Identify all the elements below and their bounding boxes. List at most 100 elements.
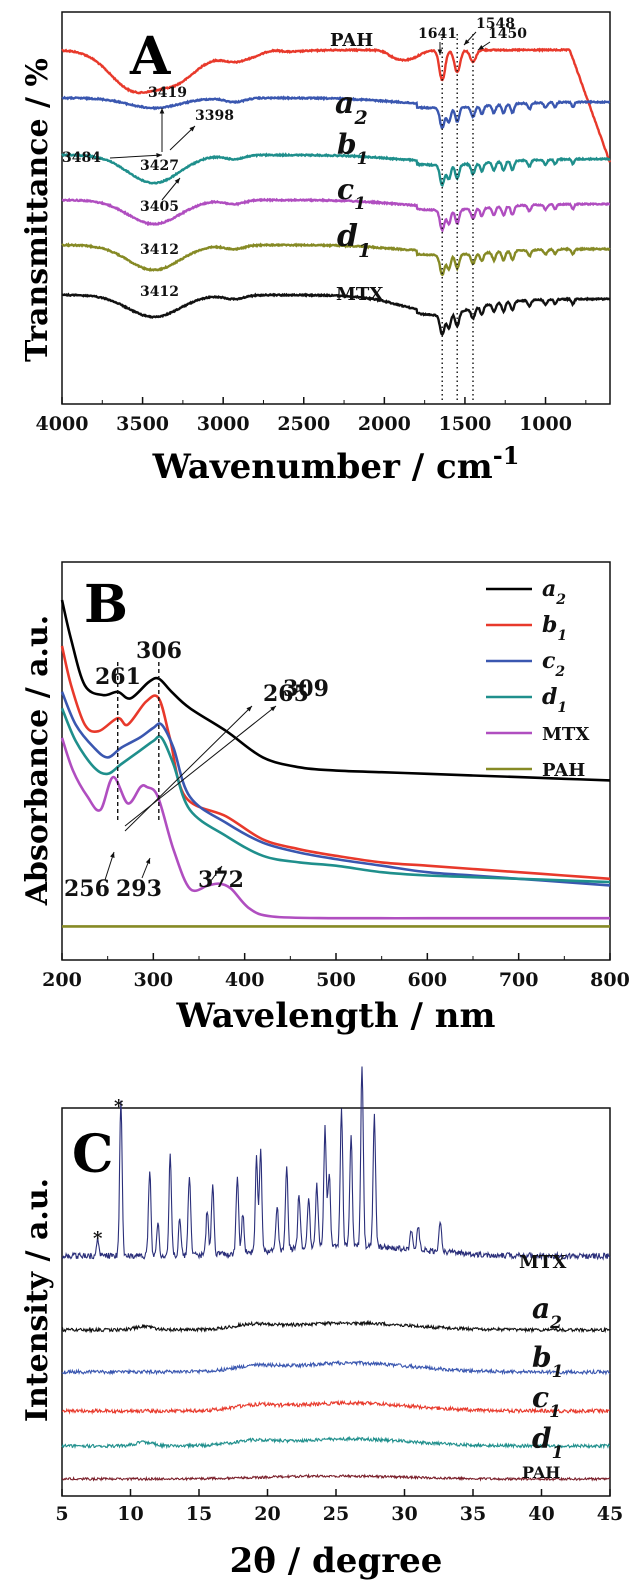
series-line-pah — [61, 1473, 611, 1482]
peak-annotation: 372 — [198, 867, 244, 893]
peak-annotation: 3419 — [148, 85, 187, 101]
series-line-d1 — [61, 1435, 610, 1450]
x-tick-label: 35 — [460, 1503, 486, 1525]
x-tick-label: 10 — [117, 1503, 143, 1525]
x-tick-label: 1000 — [519, 413, 572, 435]
x-tick-label: 2000 — [358, 413, 411, 435]
panel-b-legend: a2 b1 c2 d1 MTX PAH — [486, 576, 589, 781]
peak-annotation: 265 — [263, 681, 309, 707]
peak-annotation: 261 — [95, 664, 141, 690]
panel-a-letter: A — [129, 26, 171, 87]
series-line-c2 — [60, 691, 611, 887]
series-label-c1: c1 — [532, 1381, 561, 1422]
arrow-1450 — [477, 41, 491, 51]
series-line-b1 — [61, 152, 611, 188]
series-label-b1: b1 — [337, 128, 368, 169]
series-line-a2 — [61, 1319, 611, 1334]
panel-b-plot — [60, 599, 611, 928]
series-label-pah: PAH — [522, 1463, 560, 1482]
peak-annotation: 3484 — [62, 150, 101, 166]
series-label-pah: PAH — [330, 30, 373, 51]
peak-asterisk: * — [93, 1228, 103, 1249]
x-tick-label: 3500 — [116, 413, 169, 435]
series-label-b1: b1 — [532, 1341, 563, 1382]
panel-b-x-ticks: 200 300 400 500 600 700 800 — [42, 953, 630, 991]
x-tick-label: 800 — [590, 969, 630, 991]
peak-asterisk: * — [114, 1096, 124, 1117]
panel-b-x-axis-label: Wavelength / nm — [176, 996, 496, 1036]
arrow-1548 — [463, 31, 477, 46]
arrow-3419 — [159, 108, 165, 152]
series-line-b1 — [61, 1359, 611, 1376]
arrow-265 — [124, 705, 253, 832]
legend-label-mtx: MTX — [542, 724, 589, 745]
legend-label-d1: d1 — [542, 684, 567, 716]
panel-c-y-axis-label: Intensity / a.u. — [20, 1178, 55, 1422]
legend-label-a2: a2 — [542, 576, 566, 608]
panel-c-plot — [61, 1066, 611, 1482]
peak-annotation: 309 — [283, 676, 329, 702]
panel-c-frame — [61, 1107, 611, 1497]
series-line-d1 — [60, 707, 611, 884]
x-tick-label: 15 — [186, 1503, 212, 1525]
peak-annotation: 306 — [136, 638, 182, 664]
legend-label-pah: PAH — [542, 760, 585, 781]
series-line-c1 — [61, 197, 611, 234]
x-tick-label: 600 — [407, 969, 447, 991]
series-line-mtx — [62, 292, 611, 336]
series-line-pah — [61, 47, 612, 163]
series-line-a2 — [60, 599, 611, 782]
series-label-d1: d1 — [337, 219, 371, 262]
arrow-3484 — [109, 152, 163, 159]
x-tick-label: 3000 — [197, 413, 250, 435]
peak-annotation: 3412 — [140, 242, 179, 258]
series-line-a2 — [61, 95, 611, 129]
arrow-256 — [104, 851, 115, 881]
panel-b-letter: B — [84, 574, 128, 635]
x-tick-label: 700 — [499, 969, 539, 991]
x-tick-label: 30 — [391, 1503, 417, 1525]
panel-a-plot — [61, 47, 612, 336]
peak-annotation: 3412 — [140, 284, 179, 300]
arrow-3398 — [169, 125, 196, 151]
x-tick-label: 300 — [133, 969, 173, 991]
peak-annotation: 3405 — [140, 199, 179, 215]
arrow-293 — [141, 857, 151, 879]
x-tick-label: 4000 — [36, 413, 89, 435]
panel-c-letter: C — [72, 1124, 113, 1185]
x-tick-label: 400 — [225, 969, 265, 991]
panel-c-x-axis-label: 2θ / degree — [230, 1541, 443, 1581]
series-line-d1 — [61, 242, 611, 277]
series-label-mtx: MTX — [336, 284, 383, 305]
x-tick-label: 20 — [254, 1503, 280, 1525]
arrow-372 — [209, 865, 223, 883]
series-label-d1: d1 — [532, 1422, 563, 1463]
x-tick-label: 5 — [55, 1503, 68, 1525]
series-label-c1: c1 — [337, 173, 366, 214]
panel-a-frame — [61, 11, 611, 405]
panel-a-y-axis-label: Transmittance / % — [20, 58, 55, 362]
peak-annotation: 293 — [116, 876, 162, 902]
x-tick-label: 25 — [323, 1503, 349, 1525]
x-tick-label: 1500 — [438, 413, 491, 435]
series-label-a2: a2 — [532, 1292, 562, 1333]
series-line-c1 — [61, 1399, 610, 1415]
series-label-mtx: MTX — [519, 1252, 566, 1273]
panel-a-x-axis-label: Wavenumber / cm-1 — [152, 441, 520, 488]
series-line-mtx — [61, 1066, 611, 1261]
peak-annotation: 1450 — [488, 26, 527, 42]
arrow-1641 — [437, 42, 443, 55]
x-tick-label: 500 — [316, 969, 356, 991]
arrow-3427 — [161, 177, 181, 201]
x-tick-label: 45 — [597, 1503, 623, 1525]
legend-label-b1: b1 — [542, 612, 567, 644]
arrow-309 — [124, 705, 277, 827]
peak-annotation: 1548 — [476, 16, 515, 32]
peak-annotation: 3398 — [195, 108, 234, 124]
x-tick-label: 200 — [42, 969, 82, 991]
peak-annotation: 1641 — [418, 26, 457, 42]
